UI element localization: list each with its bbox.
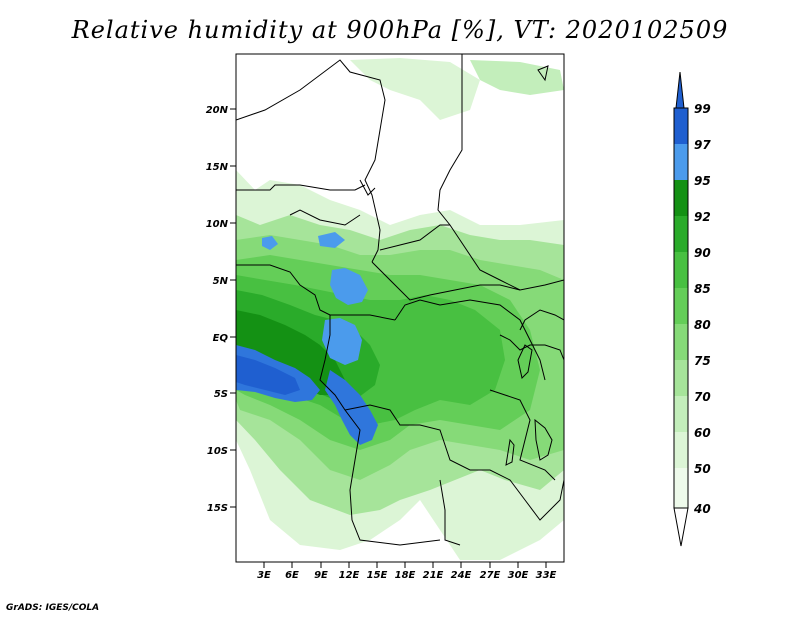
lon-tick-label: 33E: [536, 570, 557, 581]
colorbar-bottom-arrow: [673, 507, 689, 547]
lat-tick-label: 20N: [206, 105, 229, 116]
colorbar-label: 60: [694, 426, 711, 440]
lon-tick-label: 15E: [367, 570, 388, 581]
colorbar-label: 92: [694, 210, 711, 224]
lat-tick-label: 5N: [213, 276, 229, 287]
colorbar-label: 75: [694, 354, 711, 368]
lon-tick-label: 9E: [314, 570, 328, 581]
country-borders: [236, 54, 564, 546]
colorbar-segment: [674, 324, 688, 360]
lat-tick-label: 15N: [206, 162, 229, 173]
rh-region-blue-cameroon: [330, 268, 368, 305]
colorbar: 99 97 95 92 90 85 80 75 70 60 50 40: [673, 71, 711, 547]
lon-tick-label: 18E: [395, 570, 416, 581]
rh-region-green-deep: [236, 310, 345, 395]
lon-tick-label: 6E: [285, 570, 299, 581]
rh-region-blue-coast: [325, 370, 378, 445]
lakes: [505, 65, 553, 466]
colorbar-top-arrow: [675, 71, 685, 109]
lat-tick-label: 10N: [206, 219, 229, 230]
lon-tick-label: 12E: [339, 570, 360, 581]
lon-axis: 3E 6E 9E 12E 15E 18E 21E 24E 27E 30E 33E: [257, 562, 557, 581]
footer-credit: GrADS: IGES/COLA: [6, 603, 100, 613]
humidity-field: [236, 58, 564, 560]
colorbar-label: 90: [694, 246, 711, 260]
colorbar-label: 97: [694, 138, 711, 152]
rh-region-blue-nw2: [318, 232, 345, 248]
colorbar-label: 85: [694, 282, 711, 296]
colorbar-segment: [674, 288, 688, 324]
colorbar-segment: [674, 252, 688, 288]
lat-tick-label: 10S: [207, 446, 228, 457]
colorbar-segment: [674, 360, 688, 396]
colorbar-label: 99: [694, 102, 711, 116]
lon-tick-label: 3E: [257, 570, 271, 581]
rh-region-blue-west-core: [236, 355, 300, 395]
colorbar-segment: [674, 468, 688, 508]
colorbar-label: 40: [693, 502, 711, 516]
colorbar-segment: [674, 144, 688, 180]
colorbar-segment: [674, 396, 688, 432]
colorbar-label: 50: [694, 462, 711, 476]
rh-region-light-north: [350, 58, 480, 120]
lon-tick-label: 27E: [480, 570, 501, 581]
lat-tick-label: EQ: [213, 333, 229, 344]
lat-tick-label: 15S: [207, 503, 228, 514]
rh-region-blue-nw: [262, 236, 278, 250]
lon-tick-label: 30E: [508, 570, 529, 581]
lat-tick-label: 5S: [214, 389, 228, 400]
map-frame: [235, 53, 565, 563]
colorbar-label: 95: [694, 174, 711, 188]
colorbar-segment: [674, 108, 688, 144]
lat-axis: 20N 15N 10N 5N EQ 5S 10S 15S: [206, 105, 236, 514]
colorbar-label: 80: [694, 318, 711, 332]
colorbar-segment: [674, 216, 688, 252]
colorbar-segment: [674, 432, 688, 468]
rh-region-blue-gabon: [322, 318, 362, 365]
map-title: Relative humidity at 900hPa [%], VT: 202…: [71, 16, 729, 44]
lon-tick-label: 21E: [423, 570, 444, 581]
colorbar-segment: [674, 180, 688, 216]
lon-tick-label: 24E: [451, 570, 472, 581]
colorbar-label: 70: [694, 390, 711, 404]
